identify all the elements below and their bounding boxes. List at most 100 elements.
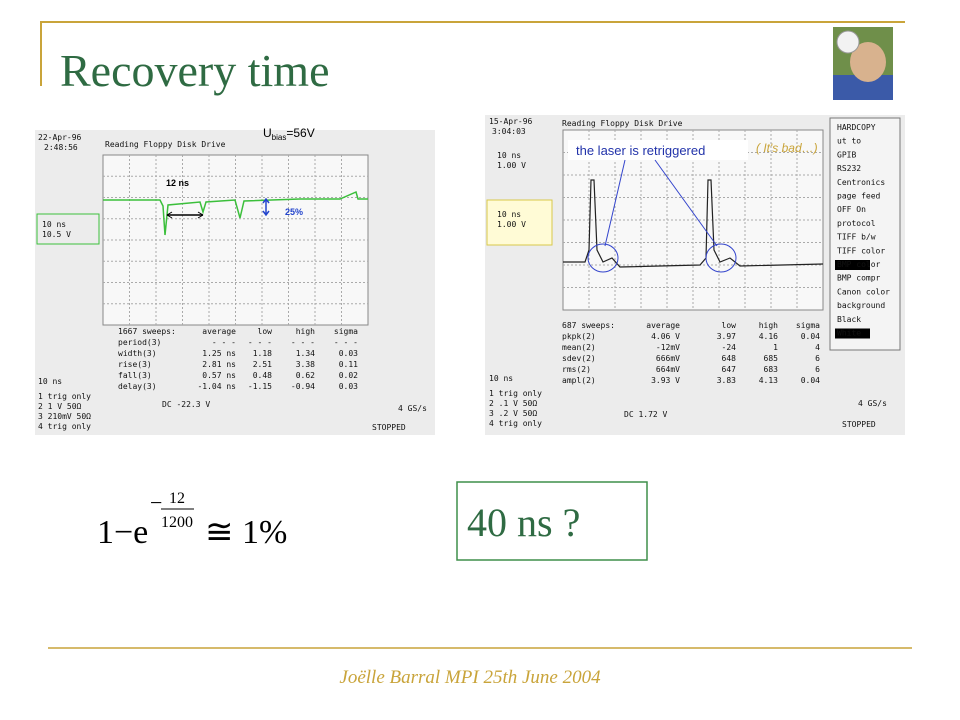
channel-setting: 3 .2 V 50Ω <box>489 409 537 418</box>
stats-cell: 3.83 <box>717 376 736 385</box>
stats-cell: 0.62 <box>296 371 315 380</box>
channel: 10 ns <box>497 151 521 160</box>
stats-header: high <box>759 321 778 330</box>
stats-cell: -0.94 <box>291 382 315 391</box>
channel: 10.5 V <box>42 230 71 239</box>
formula-base: 1−e <box>97 514 148 551</box>
channel-setting: 2 .1 V 50Ω <box>489 399 537 408</box>
stats-cell: mean(2) <box>562 343 596 352</box>
menu-item: BMP color <box>837 260 881 269</box>
channel: 10 ns <box>42 220 66 229</box>
stats-cell: -24 <box>722 343 737 352</box>
timebase: 10 ns <box>38 377 62 386</box>
photo <box>833 27 893 100</box>
stats-cell: 2.51 <box>253 360 272 369</box>
stats-cell: - - - <box>334 338 358 347</box>
stats-cell: 3.97 <box>717 332 736 341</box>
stats-cell: -1.04 ns <box>197 382 236 391</box>
menu-item: Black <box>837 315 861 324</box>
channel-setting: 4 trig only <box>489 419 542 428</box>
stats-header: 687 sweeps: <box>562 321 615 330</box>
stats-cell: rms(2) <box>562 365 591 374</box>
status: STOPPED <box>372 423 406 432</box>
date: 22-Apr-96 <box>38 133 82 142</box>
timebase: 10 ns <box>489 374 513 383</box>
note: the laser is retriggered <box>576 143 705 158</box>
menu-item: Centronics <box>837 178 885 187</box>
title: Recovery time <box>60 45 330 96</box>
menu-item: GPIB <box>837 150 856 159</box>
stats-cell: 0.02 <box>339 371 358 380</box>
stats-header: average <box>202 327 236 336</box>
stats-cell: 1.34 <box>296 349 315 358</box>
coupling: DC 1.72 V <box>624 410 668 419</box>
stats-cell: 0.03 <box>339 382 358 391</box>
menu-item: ut to <box>837 137 861 146</box>
stats-cell: 4.06 V <box>651 332 680 341</box>
comment: ( It's bad…) <box>756 141 818 155</box>
stats-cell: 0.48 <box>253 371 272 380</box>
stats-header: sigma <box>796 321 820 330</box>
stats-cell: 648 <box>722 354 737 363</box>
menu-highlight <box>835 328 870 339</box>
menu-item: TIFF b/w <box>837 233 876 242</box>
formula-denominator: 1200 <box>161 514 193 531</box>
interval: 12 ns <box>166 178 189 188</box>
menu-item: protocol <box>837 219 876 228</box>
menu-item: HARDCOPY <box>837 123 876 132</box>
source: Reading Floppy Disk Drive <box>105 140 226 149</box>
stats-header: low <box>722 321 737 330</box>
bias-sub: bias <box>272 133 287 142</box>
stats-cell: 647 <box>722 365 737 374</box>
formula-result: ≅ 1% <box>205 514 287 551</box>
stats-header: low <box>258 327 273 336</box>
channel-setting: 4 trig only <box>38 422 91 431</box>
stats-cell: 664mV <box>656 365 680 374</box>
stats-cell: 1 <box>773 343 778 352</box>
stats-cell: ampl(2) <box>562 376 596 385</box>
stats-cell: 0.03 <box>339 349 358 358</box>
drop: 25% <box>285 207 303 217</box>
stats-cell: 6 <box>815 365 820 374</box>
channel-setting: 1 trig only <box>38 392 91 401</box>
menu-item: page feed <box>837 192 881 201</box>
stats-cell: 2.81 ns <box>202 360 236 369</box>
stats-cell: 1.18 <box>253 349 272 358</box>
answer: 40 ns ? <box>467 500 580 545</box>
stats-cell: 6 <box>815 354 820 363</box>
formula-numerator: 12 <box>169 490 185 507</box>
status: STOPPED <box>842 420 876 429</box>
stats-cell: 4.16 <box>759 332 778 341</box>
bias-main: U <box>263 126 272 140</box>
stats-cell: 683 <box>764 365 779 374</box>
stats-cell: - - - <box>291 338 315 347</box>
footer: Joëlle Barral MPI 25th June 2004 <box>339 667 601 688</box>
stats-cell: 3.93 V <box>651 376 680 385</box>
bias-label: Ubias=56V <box>263 126 315 142</box>
stats-cell: width(3) <box>118 349 157 358</box>
stats-cell: 666mV <box>656 354 680 363</box>
stats-cell: fall(3) <box>118 371 152 380</box>
channel: 1.00 V <box>497 161 526 170</box>
stats-cell: 4 <box>815 343 820 352</box>
stats-cell: -1.15 <box>248 382 272 391</box>
stats-cell: rise(3) <box>118 360 152 369</box>
stats-cell: - - - <box>212 338 236 347</box>
stats-cell: sdev(2) <box>562 354 596 363</box>
answer-box <box>456 481 648 561</box>
stats-cell: 0.04 <box>801 332 820 341</box>
stats-cell: 3.38 <box>296 360 315 369</box>
stats-cell: - - - <box>248 338 272 347</box>
channel: 10 ns <box>497 210 521 219</box>
stats-cell: 0.04 <box>801 376 820 385</box>
right-scope: 15-Apr-963:04:03 Reading Floppy Disk Driv… <box>485 115 905 435</box>
rate: 4 GS/s <box>398 404 427 413</box>
stats-cell: 0.11 <box>339 360 358 369</box>
stats-cell: 685 <box>764 354 779 363</box>
channel: 1.00 V <box>497 220 526 229</box>
stats-cell: pkpk(2) <box>562 332 596 341</box>
channel-setting: 3 210mV 50Ω <box>38 412 91 421</box>
date: 15-Apr-96 <box>489 117 533 126</box>
bias-rest: =56V <box>286 126 314 140</box>
